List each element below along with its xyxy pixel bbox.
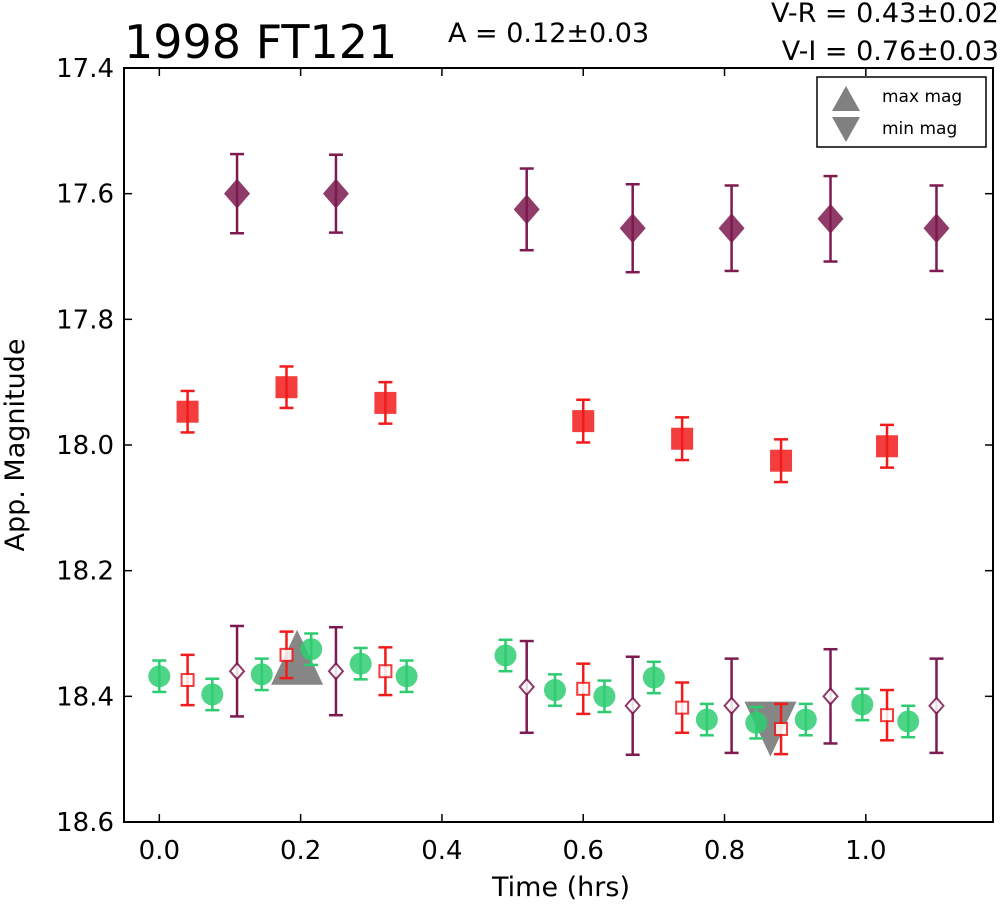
data-point-square — [572, 410, 595, 433]
data-point-circle — [695, 708, 718, 731]
legend-min-mag-label: min mag — [882, 119, 957, 139]
y-tick-label: 18.6 — [56, 808, 114, 838]
vi-annotation: V-I = 0.76±0.03 — [782, 36, 999, 67]
data-point-diamond — [923, 213, 950, 244]
y-axis-label: App. Magnitude — [0, 339, 31, 552]
data-point-diamond-open — [928, 696, 945, 716]
data-point-circle — [250, 663, 273, 686]
y-tick-label: 17.6 — [56, 180, 114, 210]
data-point-square — [275, 376, 298, 399]
data-point-circle — [494, 644, 517, 667]
data-point-diamond — [817, 203, 844, 234]
x-tick-label: 0.6 — [563, 836, 604, 866]
data-point-diamond-open — [723, 696, 740, 716]
data-point-circle — [543, 679, 566, 702]
data-layer — [148, 152, 950, 757]
data-point-circle — [300, 638, 323, 661]
data-point-diamond — [619, 213, 646, 244]
tick-layer: 0.0 0.2 0.4 0.6 0.8 1.0 17.4 17.6 17.8 18.0 18.2 18… — [56, 54, 993, 866]
x-tick-label: 1.0 — [845, 836, 886, 866]
data-point-square-open — [774, 722, 789, 737]
data-point-diamond-open — [822, 686, 839, 706]
data-point-square-open — [279, 647, 294, 662]
data-point-circle — [395, 665, 418, 688]
data-point-square-open — [880, 708, 895, 723]
data-point-diamond-open — [518, 677, 536, 697]
data-point-square — [671, 427, 694, 450]
max-mag-marker — [271, 629, 324, 685]
data-point-diamond-open — [228, 661, 246, 681]
data-point-diamond — [718, 213, 745, 244]
data-point-square — [374, 391, 397, 414]
y-tick-label: 17.8 — [56, 305, 114, 335]
data-point-circle — [794, 708, 817, 731]
data-point-square-open — [675, 700, 690, 715]
data-point-circle — [593, 685, 616, 708]
y-tick-label: 17.4 — [56, 54, 114, 84]
chart-title: 1998 FT121 — [124, 15, 397, 69]
data-point-diamond — [322, 178, 349, 209]
legend-max-mag-marker — [832, 86, 860, 111]
amplitude-annotation: A = 0.12±0.03 — [448, 18, 649, 49]
vr-annotation: V-R = 0.43±0.02 — [771, 0, 999, 29]
plot-frame — [123, 67, 994, 823]
data-point-circle — [897, 710, 920, 733]
x-tick-label: 0.2 — [280, 836, 321, 866]
data-point-square — [770, 449, 793, 472]
data-point-circle — [642, 666, 665, 689]
data-point-square — [876, 435, 899, 458]
data-point-circle — [201, 683, 224, 706]
data-point-square — [176, 400, 199, 423]
data-point-diamond-open — [327, 661, 345, 681]
data-point-square-open — [576, 681, 591, 696]
legend-max-mag-label: max mag — [882, 87, 962, 107]
data-point-circle — [851, 693, 874, 716]
legend: max mag min mag — [816, 76, 987, 148]
legend-min-mag-marker — [832, 117, 860, 142]
data-point-diamond — [513, 194, 540, 225]
y-tick-label: 18.0 — [56, 431, 114, 461]
data-point-square-open — [378, 664, 393, 679]
x-tick-label: 0.8 — [704, 836, 745, 866]
data-point-diamond-open — [624, 696, 642, 716]
data-point-diamond — [224, 178, 251, 209]
data-point-circle — [745, 711, 768, 734]
y-tick-label: 18.2 — [56, 557, 114, 587]
x-axis-label: Time (hrs) — [491, 872, 630, 903]
x-tick-label: 0.4 — [421, 836, 462, 866]
x-tick-label: 0.0 — [139, 836, 180, 866]
data-point-circle — [349, 652, 372, 675]
data-point-circle — [148, 665, 171, 688]
data-point-square-open — [180, 672, 195, 687]
y-tick-label: 18.4 — [56, 682, 114, 712]
